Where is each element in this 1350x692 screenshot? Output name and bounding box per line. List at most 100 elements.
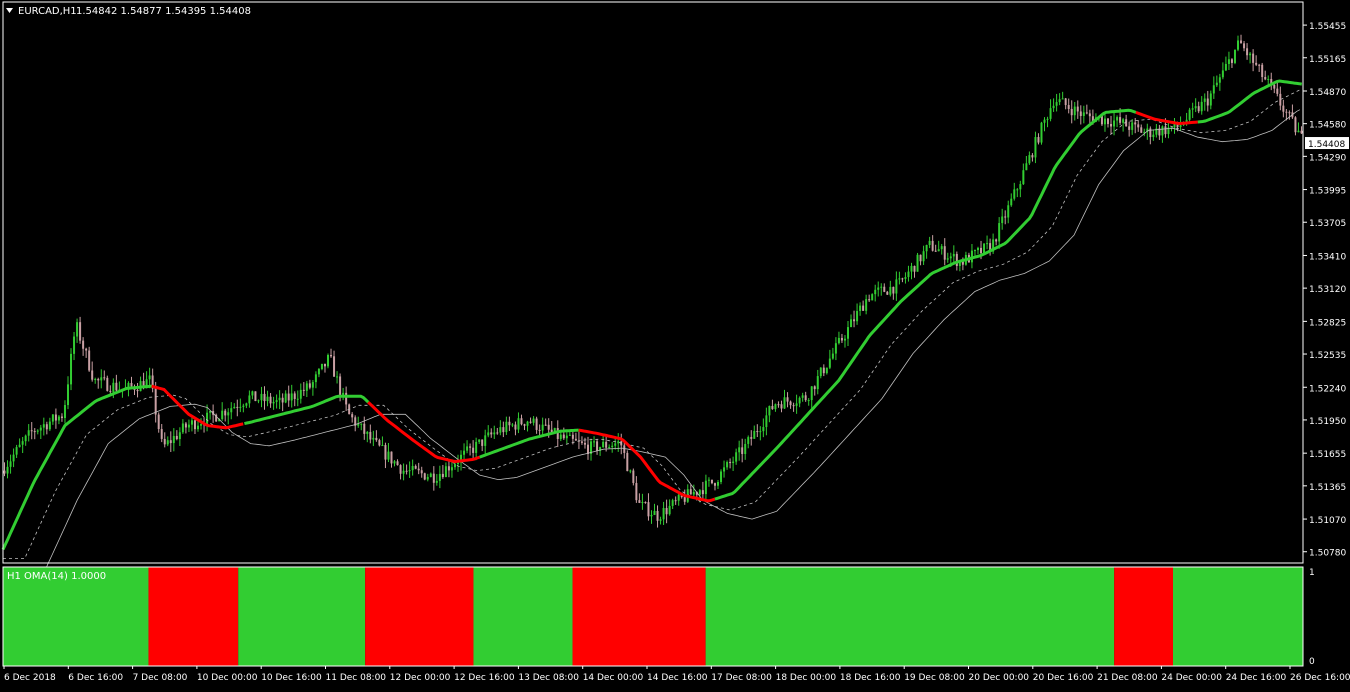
candle bbox=[178, 427, 181, 447]
candle bbox=[190, 417, 193, 432]
x-tick-label: 7 Dec 08:00 bbox=[133, 673, 188, 683]
candle bbox=[937, 240, 940, 252]
candle bbox=[3, 462, 6, 477]
candle bbox=[590, 438, 593, 461]
candle bbox=[1215, 75, 1218, 88]
candle bbox=[1146, 123, 1149, 140]
candle bbox=[163, 432, 166, 448]
candle bbox=[450, 459, 453, 478]
candle bbox=[795, 394, 798, 414]
symbol-dropdown-icon[interactable] bbox=[6, 8, 13, 13]
candle bbox=[925, 244, 928, 259]
candle bbox=[1122, 117, 1125, 132]
candle bbox=[221, 402, 224, 421]
candle bbox=[995, 238, 998, 246]
candle bbox=[432, 466, 435, 491]
candle bbox=[880, 283, 883, 296]
candle bbox=[266, 390, 269, 407]
candle bbox=[1218, 73, 1221, 91]
candle bbox=[106, 375, 109, 392]
y-tick-label: 1.50780 bbox=[1309, 549, 1346, 559]
candle bbox=[1076, 100, 1079, 119]
candle bbox=[48, 417, 51, 432]
candle bbox=[831, 347, 834, 360]
candle bbox=[898, 271, 901, 285]
candle bbox=[444, 462, 447, 478]
candle bbox=[239, 398, 242, 413]
candle bbox=[1037, 133, 1040, 145]
x-tick-label: 20 Dec 16:00 bbox=[1033, 673, 1094, 683]
candle bbox=[665, 499, 668, 524]
x-tick-label: 18 Dec 00:00 bbox=[776, 673, 837, 683]
candle bbox=[1200, 96, 1203, 115]
sub-y-tick-label: 0 bbox=[1309, 657, 1315, 667]
candle bbox=[1070, 100, 1073, 124]
oma-state-bar-up bbox=[1173, 567, 1303, 666]
candle bbox=[1010, 193, 1013, 207]
candle bbox=[1049, 99, 1052, 122]
main-frame bbox=[2, 1, 1304, 564]
candle bbox=[438, 465, 441, 489]
x-tick-label: 12 Dec 16:00 bbox=[454, 673, 515, 683]
candle bbox=[765, 407, 768, 436]
candle bbox=[571, 430, 574, 445]
candle bbox=[1194, 98, 1197, 113]
candle bbox=[822, 364, 825, 377]
candle bbox=[1134, 117, 1137, 134]
candle bbox=[405, 464, 408, 475]
candle bbox=[508, 416, 511, 431]
candle bbox=[1258, 63, 1261, 72]
x-tick-label: 14 Dec 00:00 bbox=[583, 673, 644, 683]
candle bbox=[940, 243, 943, 255]
candle bbox=[1237, 35, 1239, 52]
candle bbox=[345, 386, 348, 412]
candle bbox=[317, 367, 320, 378]
y-tick-label: 1.51655 bbox=[1309, 450, 1346, 460]
y-tick-label: 1.54870 bbox=[1309, 88, 1346, 98]
candle bbox=[257, 399, 260, 404]
candle bbox=[1152, 129, 1155, 141]
candle bbox=[874, 284, 877, 302]
candle bbox=[683, 489, 686, 505]
candle bbox=[544, 418, 547, 426]
candle bbox=[762, 418, 765, 438]
candle bbox=[236, 399, 239, 417]
candle bbox=[230, 402, 233, 420]
candle bbox=[85, 347, 88, 358]
candle bbox=[720, 469, 723, 485]
candle bbox=[1034, 131, 1037, 164]
candle bbox=[30, 422, 33, 440]
candle bbox=[378, 438, 381, 447]
oma-state-bar-up bbox=[705, 567, 1115, 666]
oma-state-bar-down bbox=[365, 567, 474, 666]
candle bbox=[302, 382, 305, 396]
candle bbox=[1264, 70, 1267, 81]
candle bbox=[1040, 121, 1043, 145]
candle bbox=[1297, 122, 1300, 133]
x-tick-label: 19 Dec 08:00 bbox=[904, 673, 965, 683]
candle bbox=[1116, 115, 1119, 128]
candle bbox=[148, 367, 151, 389]
candle bbox=[1073, 101, 1076, 121]
candle bbox=[895, 271, 898, 301]
candle bbox=[1137, 120, 1140, 132]
candle bbox=[103, 370, 106, 381]
candle bbox=[843, 335, 846, 348]
candle bbox=[520, 414, 523, 426]
candle bbox=[729, 458, 732, 469]
candle bbox=[952, 245, 955, 265]
candle bbox=[224, 408, 227, 422]
candle bbox=[856, 303, 859, 325]
candle bbox=[1233, 49, 1236, 65]
candle bbox=[1046, 116, 1049, 128]
candle bbox=[366, 431, 369, 443]
candle bbox=[1043, 117, 1046, 132]
candle bbox=[299, 383, 302, 404]
candle bbox=[599, 446, 602, 456]
candle bbox=[614, 438, 617, 450]
candle bbox=[538, 424, 541, 436]
main-price-panel bbox=[1, 34, 1303, 568]
candle bbox=[798, 396, 801, 408]
candle bbox=[390, 451, 393, 468]
candle bbox=[402, 463, 405, 481]
